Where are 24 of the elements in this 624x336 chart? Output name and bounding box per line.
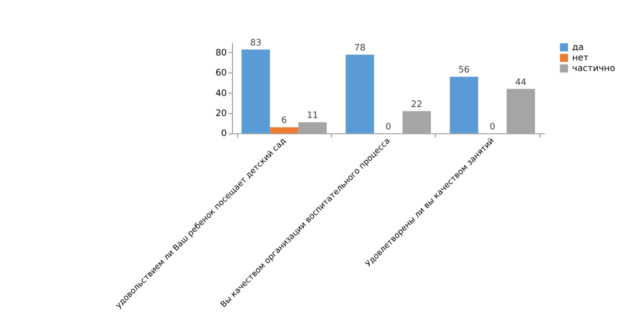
y-tick-label: 60 [215, 68, 228, 79]
legend-label: да [572, 42, 584, 53]
data-label: 0 [490, 122, 496, 132]
data-label: 22 [411, 100, 422, 110]
y-tick-label: 80 [215, 48, 228, 58]
y-tick-label: 40 [215, 88, 228, 99]
y-tick-label: 0 [221, 129, 228, 140]
bar [450, 76, 478, 134]
legend-label: частично [572, 64, 616, 74]
data-label: 56 [458, 66, 470, 76]
y-tick-label: 20 [215, 108, 228, 119]
bar [270, 127, 298, 134]
data-label: 11 [306, 111, 318, 122]
bar [242, 50, 270, 134]
data-label: 6 [281, 116, 288, 126]
data-label: 78 [354, 44, 366, 54]
data-label: 44 [515, 78, 527, 88]
data-label: 0 [385, 122, 392, 132]
bar [346, 54, 374, 134]
bar [298, 122, 327, 134]
legend-label: нет [572, 53, 589, 64]
bar [402, 111, 431, 134]
data-label: 83 [250, 38, 262, 48]
bar [506, 88, 536, 134]
